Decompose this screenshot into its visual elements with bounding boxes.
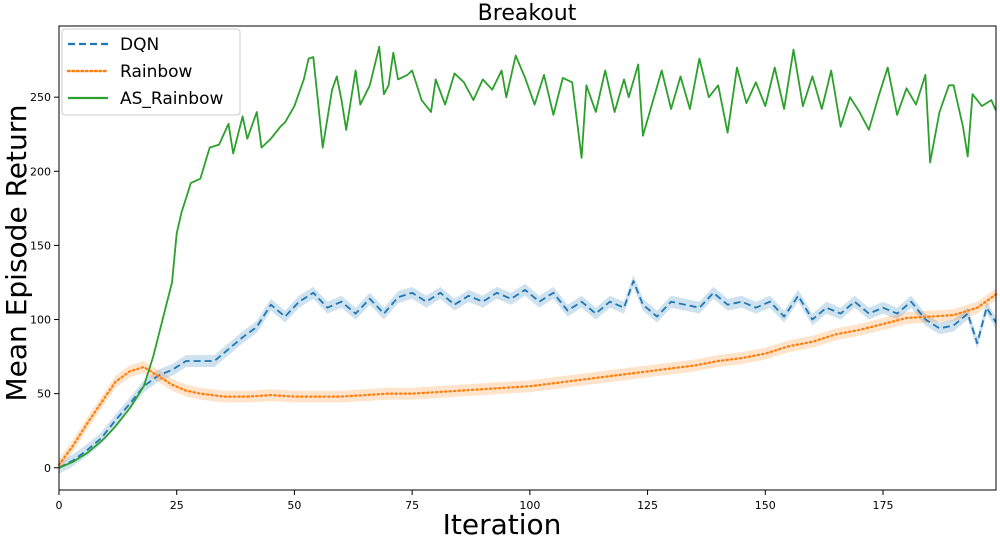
series-line-as-rainbow <box>58 45 997 469</box>
y-tick-label: 50 <box>37 388 51 401</box>
y-axis-ticks: 0 50 100 150 200 250 <box>30 91 59 475</box>
legend-label-rainbow: Rainbow <box>120 62 193 82</box>
y-tick-label: 200 <box>30 165 51 178</box>
series-band-dqn <box>59 275 996 474</box>
legend-box <box>61 28 241 116</box>
x-tick-label: 100 <box>519 499 540 512</box>
series-bands <box>59 275 996 474</box>
series-band-rainbow <box>59 288 996 471</box>
x-axis-ticks: 0 25 50 75 100 125 150 175 <box>56 490 893 512</box>
series-line-dqn <box>58 280 997 469</box>
y-tick-label: 250 <box>30 91 51 104</box>
y-tick-label: 100 <box>30 314 51 327</box>
legend-label-dqn: DQN <box>120 35 159 55</box>
chart-title: Breakout <box>478 1 577 26</box>
plot-frame <box>58 25 997 491</box>
legend-label-as-rainbow: AS_Rainbow <box>120 89 223 109</box>
x-tick-label: 175 <box>872 499 893 512</box>
y-axis-label: Mean Episode Return <box>0 105 33 402</box>
legend: DQN Rainbow AS_Rainbow <box>61 28 241 116</box>
x-axis-label: Iteration <box>443 508 562 538</box>
series-line-rainbow <box>57 293 998 466</box>
x-tick-label: 25 <box>170 499 184 512</box>
x-tick-label: 150 <box>755 499 776 512</box>
series-lines <box>57 45 998 469</box>
y-tick-label: 0 <box>44 462 51 475</box>
x-tick-label: 125 <box>637 499 658 512</box>
y-tick-label: 150 <box>30 239 51 252</box>
x-tick-label: 50 <box>287 499 301 512</box>
x-tick-label: 0 <box>56 499 63 512</box>
x-tick-label: 75 <box>405 499 419 512</box>
